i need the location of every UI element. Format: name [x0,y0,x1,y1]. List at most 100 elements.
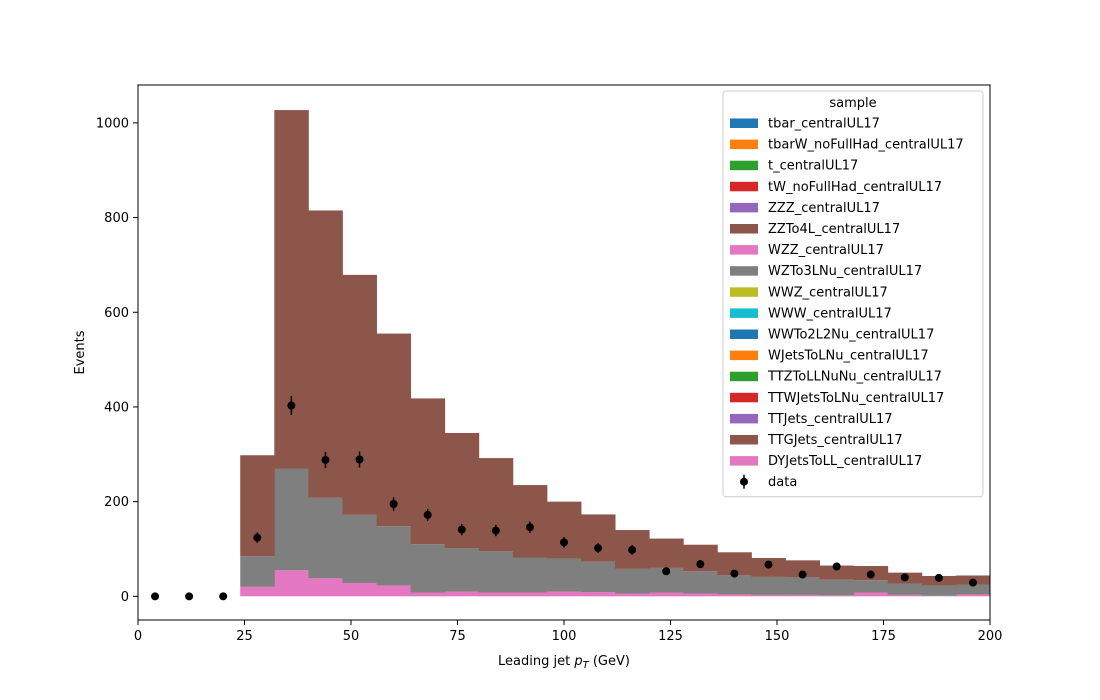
data-point [491,526,500,535]
bar-WZTo3LNu_centralUL17-bin-3 [342,514,377,584]
legend-label-data: data [768,475,797,490]
legend-label-TTJets_centralUL17: TTJets_centralUL17 [767,412,893,427]
bar-WZTo3LNu_centralUL17-bin-11 [615,568,650,594]
bar-DYJetsToLL_centralUL17-bin-15 [751,594,786,597]
legend-swatch-WWTo2L2Nu_centralUL17 [730,329,758,339]
legend-title: sample [829,96,876,111]
data-point [968,578,977,587]
x-tick-label: 175 [871,629,896,644]
bar-DYJetsToLL_centralUL17-bin-16 [785,594,820,597]
data-point [525,523,534,532]
legend-box [722,90,984,498]
x-axis: 0 25 50 75 100 125 150 175 200 [134,620,1003,644]
bar-DYJetsToLL_centralUL17-bin-0 [240,586,275,597]
x-axis-label-symbol: p [573,654,582,669]
y-tick-label: 0 [121,590,129,605]
bar-DYJetsToLL_centralUL17-bin-4 [376,585,412,597]
legend-swatch-WZTo3LNu_centralUL17 [730,266,758,276]
bar-DYJetsToLL_centralUL17-bin-10 [581,592,616,597]
legend-swatch-WWW_centralUL17 [730,308,758,318]
legend-swatch-tbar_centralUL17 [730,118,758,128]
data-point [934,573,943,582]
legend: sample tbar_centralUL17 tbarW_noFullHad_ce… [722,90,984,498]
x-tick-label: 25 [236,629,253,644]
legend-swatch-WZZ_centralUL17 [730,245,758,255]
y-axis-label: Events [73,330,88,374]
data-point [560,538,568,547]
y-axis: 0 200 400 600 800 1000 [96,116,138,605]
data-point [185,592,194,601]
data-point [423,510,432,519]
bar-DYJetsToLL_centralUL17-bin-6 [444,591,480,597]
bar-WZTo3LNu_centralUL17-bin-0 [240,556,275,587]
data-point [321,455,330,464]
data-point [355,455,364,464]
bar-WZTo3LNu_centralUL17-bin-1 [274,468,309,571]
y-tick-label: 1000 [96,116,129,131]
bar-DYJetsToLL_centralUL17-bin-8 [512,592,548,597]
bar-WZTo3LNu_centralUL17-bin-4 [376,526,412,586]
bar-WZTo3LNu_centralUL17-bin-21 [955,584,991,595]
x-axis-label-main: Leading jet [498,654,574,669]
bar-DYJetsToLL_centralUL17-bin-17 [819,595,855,597]
legend-swatch-WJetsToLNu_centralUL17 [730,350,758,361]
histogram-bars [240,110,991,597]
bar-WZTo3LNu_centralUL17-bin-16 [785,577,820,595]
data-point [628,545,637,554]
bar-ZZTo4L_centralUL17-bin-10 [581,514,616,562]
legend-swatch-TTGJets_centralUL17 [730,435,758,445]
legend-swatch-TTZToLLNuNu_centralUL17 [730,371,758,382]
legend-label-tW_noFullHad_centralUL17: tW_noFullHad_centralUL17 [768,180,942,195]
data-point [389,500,398,509]
legend-swatch-TTJets_centralUL17 [730,413,758,424]
x-tick-label: 75 [449,629,466,644]
bar-WZTo3LNu_centralUL17-bin-17 [819,579,855,596]
x-tick-label: 125 [658,629,683,644]
x-tick-label: 200 [978,629,1003,644]
bar-WZTo3LNu_centralUL17-bin-6 [444,548,480,592]
data-point [832,562,841,571]
legend-label-TTGJets_centralUL17: TTGJets_centralUL17 [767,433,903,448]
y-tick-label: 600 [104,306,129,321]
data-point [764,560,773,569]
bar-WZTo3LNu_centralUL17-bin-20 [921,585,957,596]
legend-label-t_centralUL17: t_centralUL17 [768,159,858,174]
bar-WZTo3LNu_centralUL17-bin-15 [751,576,786,595]
legend-swatch-TTWJetsToLNu_centralUL17 [730,392,758,403]
bar-DYJetsToLL_centralUL17-bin-2 [308,578,343,597]
bar-DYJetsToLL_centralUL17-bin-5 [410,592,446,597]
bar-ZZTo4L_centralUL17-bin-12 [649,538,684,568]
x-axis-label-sub: T [583,660,590,671]
data-point [219,592,228,601]
data-point [253,533,262,542]
data-point [662,567,671,576]
x-axis-label-unit: (GeV) [589,654,630,669]
bar-DYJetsToLL_centralUL17-bin-18 [853,592,889,597]
legend-label-TTWJetsToLNu_centralUL17: TTWJetsToLNu_centralUL17 [767,391,944,406]
x-tick-label: 150 [765,629,790,644]
bar-DYJetsToLL_centralUL17-bin-13 [683,593,718,597]
legend-label-ZZZ_centralUL17: ZZZ_centralUL17 [768,201,880,216]
legend-label-WWZ_centralUL17: WWZ_centralUL17 [768,285,888,300]
bar-DYJetsToLL_centralUL17-bin-9 [546,591,582,597]
data-points [151,396,977,601]
bar-ZZTo4L_centralUL17-bin-4 [376,333,412,527]
legend-swatch-data [740,477,748,486]
legend-label-WWW_centralUL17: WWW_centralUL17 [768,306,892,321]
bar-WZTo3LNu_centralUL17-bin-5 [410,544,446,593]
bar-ZZTo4L_centralUL17-bin-5 [410,398,446,545]
legend-swatch-tbarW_noFullHad_centralUL17 [730,139,758,150]
bar-DYJetsToLL_centralUL17-bin-11 [615,593,650,597]
legend-swatch-DYJetsToLL_centralUL17 [730,456,758,466]
bar-WZTo3LNu_centralUL17-bin-14 [717,575,752,595]
bar-WZTo3LNu_centralUL17-bin-7 [478,551,514,593]
bar-DYJetsToLL_centralUL17-bin-21 [955,594,991,597]
legend-swatch-WWZ_centralUL17 [730,287,758,297]
bar-WZTo3LNu_centralUL17-bin-2 [308,497,343,579]
legend-label-WJetsToLNu_centralUL17: WJetsToLNu_centralUL17 [768,349,929,364]
bar-ZZTo4L_centralUL17-bin-9 [546,501,582,559]
x-tick-label: 50 [343,629,360,644]
x-tick-label: 100 [552,629,577,644]
legend-label-WZZ_centralUL17: WZZ_centralUL17 [768,243,884,258]
